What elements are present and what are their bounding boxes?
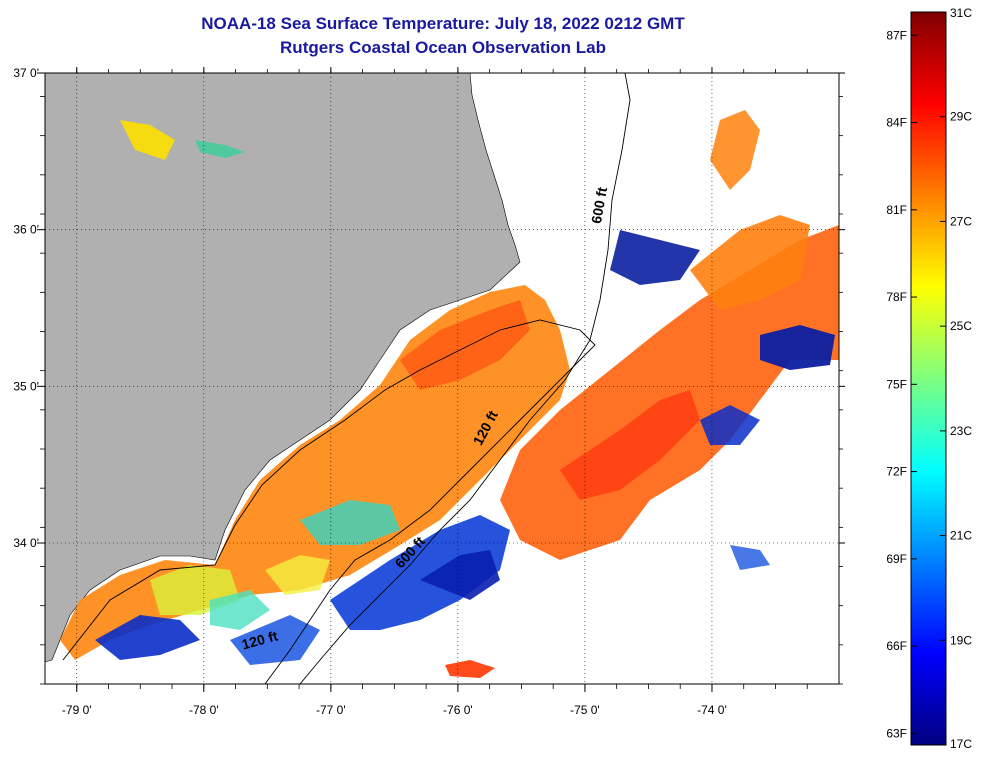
sst-patches bbox=[60, 110, 839, 678]
fahrenheit-tick-label: 75F bbox=[886, 377, 907, 391]
celsius-tick-label: 27C bbox=[950, 214, 972, 228]
celsius-tick-label: 23C bbox=[950, 424, 972, 438]
lon-tick-label: -74 0' bbox=[697, 703, 727, 717]
lat-tick-label: 35 0' bbox=[13, 379, 39, 393]
lon-tick-label: -79 0' bbox=[62, 703, 92, 717]
contour-120ft-line bbox=[62, 319, 596, 684]
fahrenheit-tick-label: 87F bbox=[886, 28, 907, 42]
lon-tick-label: -75 0' bbox=[570, 703, 600, 717]
contour-label: 600 ft bbox=[588, 186, 610, 225]
lon-tick-label: -76 0' bbox=[443, 703, 473, 717]
map-subtitle: Rutgers Coastal Ocean Observation Lab bbox=[280, 38, 606, 57]
lat-tick-label: 34 0' bbox=[13, 536, 39, 550]
celsius-tick-label: 25C bbox=[950, 319, 972, 333]
map-title: NOAA-18 Sea Surface Temperature: July 18… bbox=[201, 14, 685, 33]
lon-tick-label: -78 0' bbox=[189, 703, 219, 717]
celsius-tick-label: 31C bbox=[950, 6, 972, 20]
celsius-tick-label: 29C bbox=[950, 110, 972, 124]
celsius-tick-label: 17C bbox=[950, 737, 972, 751]
colorbar-ticks: 31C 29C 27C 25C 23C 21C 19C 17C 87F 84F 81F 78F 75F 7… bbox=[886, 6, 972, 751]
celsius-tick-label: 19C bbox=[950, 633, 972, 647]
fahrenheit-tick-label: 72F bbox=[886, 465, 907, 479]
lat-tick-label: 36 0' bbox=[13, 223, 39, 237]
graticule bbox=[45, 73, 839, 684]
fahrenheit-tick-label: 78F bbox=[886, 290, 907, 304]
axis-ticks: -79 0' -78 0' -77 0' -76 0' -75 0' -74 0' 37 0… bbox=[13, 66, 845, 717]
fahrenheit-tick-label: 63F bbox=[886, 726, 907, 740]
lat-tick-label: 37 0' bbox=[13, 66, 39, 80]
fahrenheit-tick-label: 69F bbox=[886, 552, 907, 566]
celsius-tick-label: 21C bbox=[950, 529, 972, 543]
fahrenheit-tick-label: 84F bbox=[886, 116, 907, 130]
map-frame bbox=[44, 72, 840, 685]
lon-tick-label: -77 0' bbox=[316, 703, 346, 717]
colorbar bbox=[910, 11, 947, 746]
fahrenheit-tick-label: 66F bbox=[886, 639, 907, 653]
fahrenheit-tick-label: 81F bbox=[886, 203, 907, 217]
contour-600ft-line bbox=[299, 73, 631, 684]
land-mass bbox=[45, 73, 521, 663]
